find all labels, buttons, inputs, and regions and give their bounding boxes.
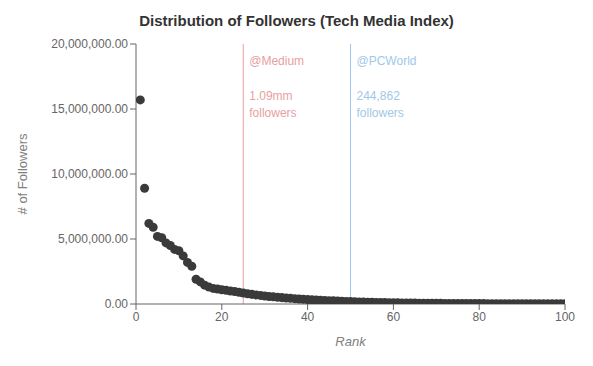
svg-text:Rank: Rank xyxy=(335,334,367,349)
svg-text:60: 60 xyxy=(387,310,401,324)
svg-text:80: 80 xyxy=(473,310,487,324)
svg-text:1.09mmfollowers: 1.09mmfollowers xyxy=(249,89,296,120)
svg-text:# of Followers: # of Followers xyxy=(15,133,30,214)
svg-text:20,000,000.00: 20,000,000.00 xyxy=(51,37,128,51)
svg-text:@PCWorld: @PCWorld xyxy=(357,54,417,68)
html-text:Distribution of Followers (Tec: Distribution of Followers (Tech Media In… xyxy=(139,12,454,29)
svg-text:0: 0 xyxy=(133,310,140,324)
svg-text:40: 40 xyxy=(301,310,315,324)
svg-text:@Medium: @Medium xyxy=(249,54,304,68)
svg-text:15,000,000.00: 15,000,000.00 xyxy=(51,102,128,116)
svg-text:10,000,000.00: 10,000,000.00 xyxy=(51,167,128,181)
svg-text:100: 100 xyxy=(555,310,575,324)
svg-text:5,000,000.00: 5,000,000.00 xyxy=(58,232,128,246)
svg-text:20: 20 xyxy=(215,310,229,324)
svg-text:244,862followers: 244,862followers xyxy=(357,89,404,120)
svg-text:0.00: 0.00 xyxy=(105,297,129,311)
